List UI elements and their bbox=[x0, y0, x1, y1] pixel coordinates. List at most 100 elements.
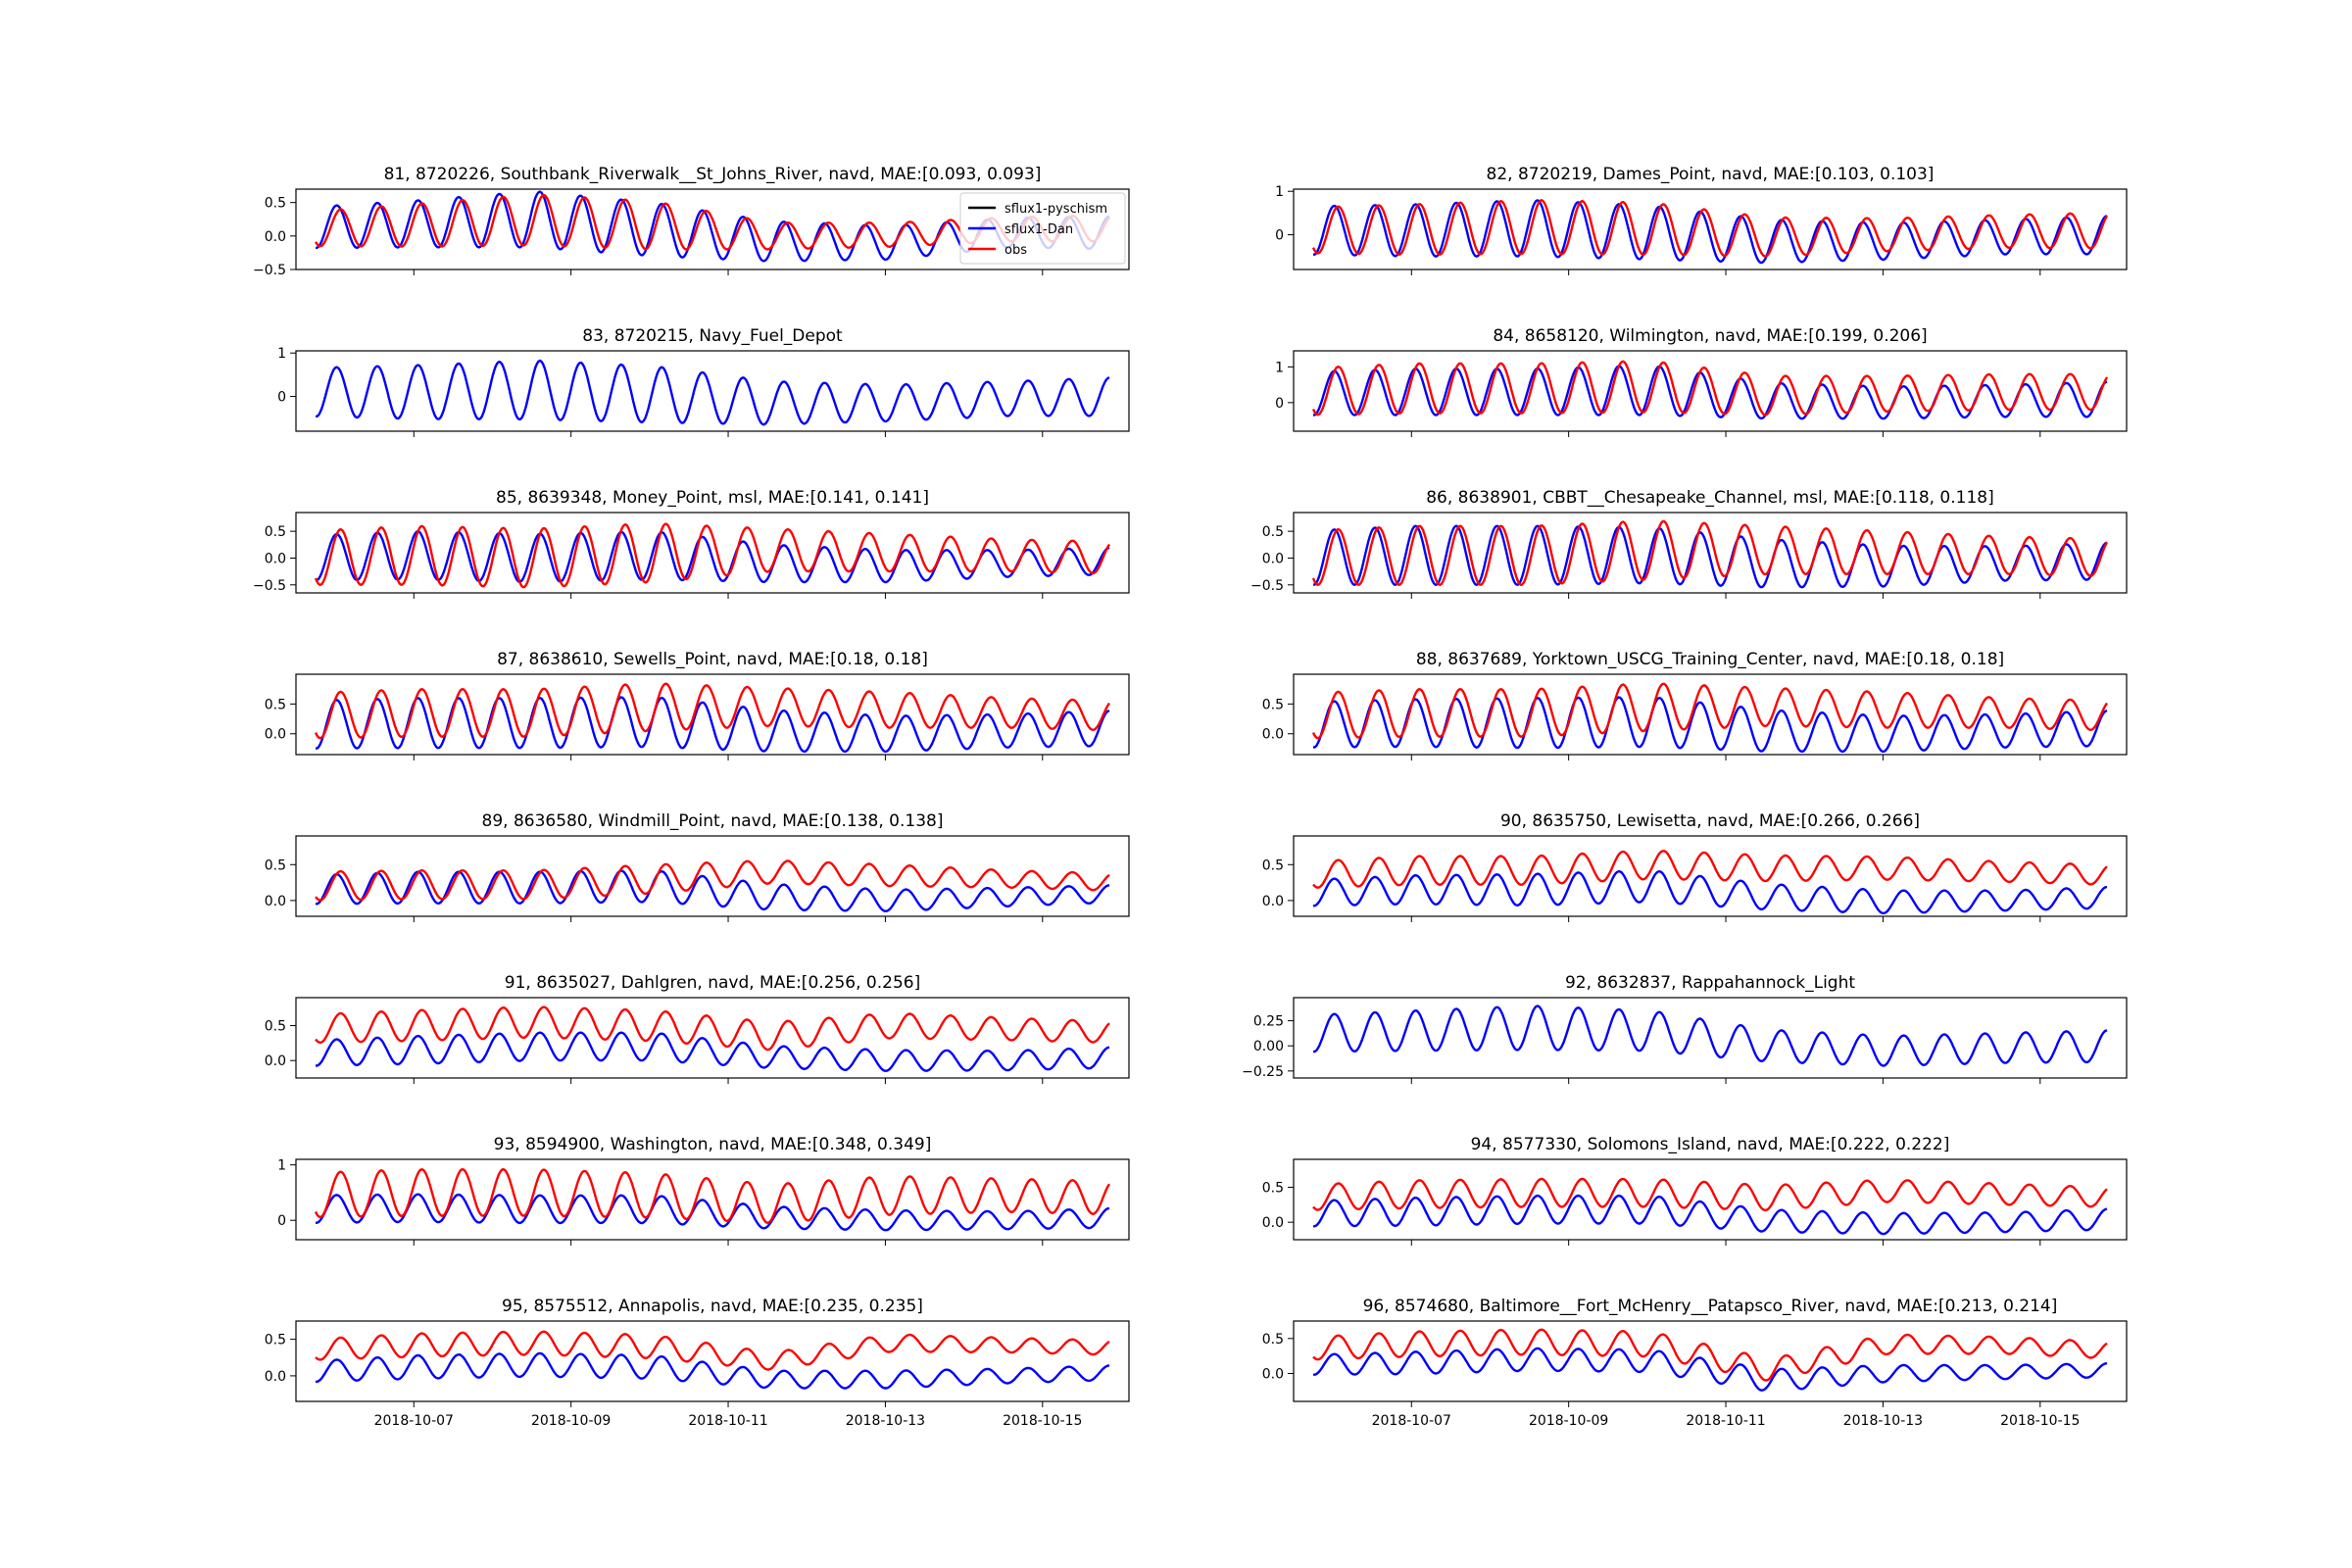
series-line-obs bbox=[1311, 682, 2108, 740]
panel-title: 91, 8635027, Dahlgren, navd, MAE:[0.256,… bbox=[505, 973, 920, 993]
series-line-sflux1-Dan bbox=[1312, 870, 2108, 914]
panel-title: 89, 8636580, Windmill_Point, navd, MAE:[… bbox=[482, 811, 944, 831]
panel-title: 90, 8635750, Lewisetta, navd, MAE:[0.266… bbox=[1500, 811, 1920, 831]
axes-frame bbox=[295, 188, 1130, 270]
y-tick-label: −0.25 bbox=[1242, 1064, 1284, 1080]
panel-4: 84, 8658120, Wilmington, navd, MAE:[0.19… bbox=[1275, 326, 2128, 437]
panel-title: 95, 8575512, Annapolis, navd, MAE:[0.235… bbox=[502, 1297, 923, 1316]
legend-label: sflux1-Dan bbox=[1004, 222, 1073, 237]
y-tick-label: −0.5 bbox=[1250, 578, 1284, 594]
series-line-obs bbox=[1312, 850, 2108, 889]
x-tick-label: 2018-10-07 bbox=[1372, 1413, 1451, 1429]
series-line-obs bbox=[315, 1005, 1110, 1052]
panel-12: 92, 8632837, Rappahannock_Light 0.25 0.00 −… bbox=[1242, 973, 2128, 1084]
series-line-sflux1-Dan bbox=[316, 1351, 1110, 1390]
series-line-sflux1-Dan bbox=[315, 1031, 1110, 1072]
legend-label: sflux1-pyschism bbox=[1004, 202, 1107, 217]
axes-frame bbox=[295, 1158, 1130, 1241]
y-tick-label: 1 bbox=[277, 1158, 286, 1174]
axes-frame bbox=[1293, 512, 2128, 594]
panel-title: 84, 8658120, Wilmington, navd, MAE:[0.19… bbox=[1493, 326, 1927, 346]
y-tick-label: 0.5 bbox=[1262, 1181, 1284, 1197]
panel-title: 87, 8638610, Sewells_Point, navd, MAE:[0… bbox=[497, 650, 928, 669]
axes-frame bbox=[1293, 350, 2128, 432]
axes-frame bbox=[295, 673, 1130, 756]
panel-9: 89, 8636580, Windmill_Point, navd, MAE:[… bbox=[265, 811, 1130, 922]
axes-frame bbox=[295, 350, 1130, 432]
x-tick-label: 2018-10-13 bbox=[1843, 1413, 1923, 1429]
panel-1: 81, 8720226, Southbank_Riverwalk__St_Joh… bbox=[253, 165, 1130, 278]
y-tick-label: 0.0 bbox=[265, 551, 286, 566]
y-tick-label: 0.5 bbox=[265, 1019, 286, 1035]
axes-frame bbox=[1293, 997, 2128, 1079]
axes-frame bbox=[1293, 188, 2128, 270]
panel-title: 86, 8638901, CBBT__Chesapeake_Channel, m… bbox=[1426, 488, 1994, 508]
series-line-sflux1-Dan bbox=[316, 869, 1110, 912]
panel-3: 83, 8720215, Navy_Fuel_Depot 1 0 bbox=[277, 326, 1130, 437]
panel-8: 88, 8637689, Yorktown_USCG_Training_Cent… bbox=[1262, 650, 2128, 760]
panel-6: 86, 8638901, CBBT__Chesapeake_Channel, m… bbox=[1250, 488, 2128, 599]
y-tick-label: 1 bbox=[1275, 360, 1284, 375]
axes-frame bbox=[295, 1320, 1130, 1402]
axes-frame bbox=[1293, 1158, 2128, 1241]
axes-frame bbox=[1293, 673, 2128, 756]
panel-11: 91, 8635027, Dahlgren, navd, MAE:[0.256,… bbox=[265, 973, 1130, 1084]
series-line-obs bbox=[315, 859, 1110, 902]
y-tick-label: 0.5 bbox=[265, 697, 286, 712]
series-line-obs bbox=[314, 522, 1111, 589]
panel-title: 96, 8574680, Baltimore__Fort_McHenry__Pa… bbox=[1363, 1297, 2058, 1316]
y-tick-label: 0.25 bbox=[1253, 1014, 1284, 1030]
y-tick-label: 0.5 bbox=[265, 524, 286, 540]
series-line-obs bbox=[1312, 1177, 2108, 1212]
axes-frame bbox=[1293, 835, 2128, 917]
series-line-obs bbox=[315, 1330, 1110, 1371]
y-tick-label: −0.5 bbox=[253, 263, 286, 278]
axes-frame bbox=[295, 997, 1130, 1079]
y-tick-label: 0.0 bbox=[265, 894, 286, 909]
series-line-obs bbox=[314, 1167, 1111, 1225]
series-line-obs bbox=[1311, 199, 2109, 258]
y-tick-label: 0.0 bbox=[1262, 1215, 1284, 1231]
series-line-obs bbox=[314, 682, 1110, 740]
y-tick-label: 1 bbox=[1275, 184, 1284, 200]
panel-10: 90, 8635750, Lewisetta, navd, MAE:[0.266… bbox=[1262, 811, 2128, 922]
y-tick-label: 0.5 bbox=[1262, 858, 1284, 873]
panel-title: 82, 8720219, Dames_Point, navd, MAE:[0.1… bbox=[1487, 165, 1935, 184]
y-tick-label: 0 bbox=[1275, 396, 1284, 412]
panel-2: 82, 8720219, Dames_Point, navd, MAE:[0.1… bbox=[1275, 165, 2128, 275]
x-tick-label: 2018-10-15 bbox=[2000, 1413, 2080, 1429]
y-tick-label: 0.5 bbox=[265, 858, 286, 873]
panel-title: 81, 8720226, Southbank_Riverwalk__St_Joh… bbox=[384, 165, 1042, 184]
x-tick-label: 2018-10-09 bbox=[1529, 1413, 1608, 1429]
x-tick-label: 2018-10-15 bbox=[1003, 1413, 1082, 1429]
x-tick-label: 2018-10-09 bbox=[531, 1413, 611, 1429]
x-tick-label: 2018-10-11 bbox=[688, 1413, 767, 1429]
y-tick-label: 0.5 bbox=[1262, 1332, 1284, 1348]
panel-title: 94, 8577330, Solomons_Island, navd, MAE:… bbox=[1471, 1135, 1950, 1154]
y-tick-label: 0.5 bbox=[1262, 697, 1284, 712]
y-tick-label: 0 bbox=[1275, 228, 1284, 244]
y-tick-label: −0.5 bbox=[253, 578, 286, 594]
panel-15: 95, 8575512, Annapolis, navd, MAE:[0.235… bbox=[265, 1297, 1130, 1429]
y-tick-label: 0 bbox=[277, 1213, 286, 1229]
y-tick-label: 0.00 bbox=[1253, 1039, 1284, 1054]
y-tick-label: 0 bbox=[277, 390, 286, 406]
panel-title: 92, 8632837, Rappahannock_Light bbox=[1565, 973, 1855, 993]
legend-box bbox=[959, 192, 1126, 265]
series-line-sflux1-Dan bbox=[315, 359, 1110, 426]
x-tick-label: 2018-10-13 bbox=[846, 1413, 925, 1429]
y-tick-label: 0.0 bbox=[265, 1054, 286, 1069]
y-tick-label: 0.0 bbox=[265, 727, 286, 743]
panel-title: 93, 8594900, Washington, navd, MAE:[0.34… bbox=[494, 1135, 932, 1154]
x-tick-label: 2018-10-07 bbox=[374, 1413, 454, 1429]
x-tick-label: 2018-10-11 bbox=[1686, 1413, 1765, 1429]
y-tick-label: 0.0 bbox=[1262, 551, 1284, 566]
panel-title: 85, 8639348, Money_Point, msl, MAE:[0.14… bbox=[496, 488, 929, 508]
panel-14: 94, 8577330, Solomons_Island, navd, MAE:… bbox=[1262, 1135, 2128, 1246]
y-tick-label: 0.0 bbox=[1262, 727, 1284, 743]
y-tick-label: 0.0 bbox=[265, 229, 286, 245]
panel-13: 93, 8594900, Washington, navd, MAE:[0.34… bbox=[277, 1135, 1130, 1246]
series-line-obs bbox=[1312, 1328, 2108, 1382]
legend-label: obs bbox=[1004, 243, 1027, 258]
